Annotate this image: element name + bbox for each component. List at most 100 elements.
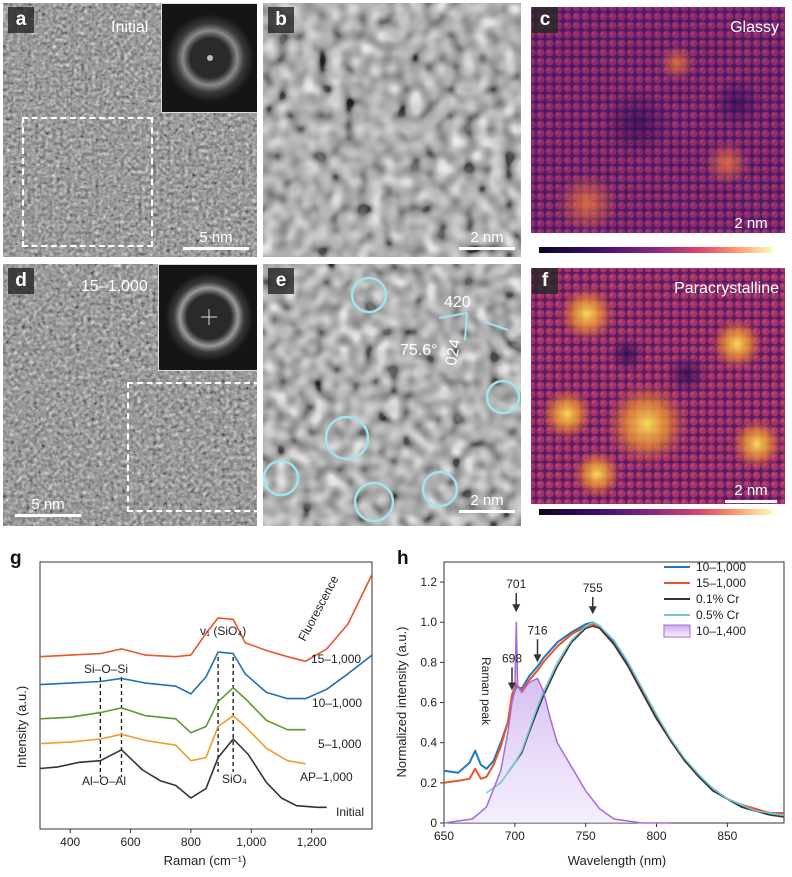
x-tick-label: 1,200 — [297, 835, 327, 849]
x-tick-label: 800 — [646, 829, 666, 843]
y-tick-label: 0.2 — [420, 776, 437, 790]
panel-label-g: g — [10, 548, 22, 569]
ordered-cluster-circle — [421, 470, 459, 508]
scale-bar: 2 nm — [725, 482, 777, 503]
scale-bar-line — [459, 510, 515, 513]
x-tick-label: 800 — [181, 835, 201, 849]
scale-bar-label: 5 nm — [31, 496, 65, 513]
y-tick-label: 1.0 — [420, 615, 437, 629]
scale-bar-line — [459, 247, 515, 250]
plot-frame — [39, 561, 373, 830]
panel-label: c — [532, 7, 558, 33]
raman-peak-label: Raman peak — [479, 657, 493, 726]
scale-bar-line — [725, 500, 777, 503]
panel-c-md-glassy: c Glassy 2 nm — [527, 3, 789, 257]
scale-bar-line — [15, 514, 81, 517]
annotation-al-o-al: Al–O–Al — [82, 774, 126, 788]
series-area-10-1400 — [444, 622, 671, 823]
legend-label: 0.5% Cr — [696, 608, 739, 622]
tem-texture — [263, 264, 521, 526]
annotation-nu1-sio4: ν₁ (SiO₄) — [200, 624, 246, 638]
series-line — [39, 738, 327, 809]
x-tick-label: 850 — [717, 829, 737, 843]
x-tick-label: 600 — [121, 835, 141, 849]
scale-bar: 2 nm — [459, 229, 515, 250]
fft-inset — [161, 3, 257, 113]
x-tick-label: 750 — [576, 829, 596, 843]
panel-f-md-paracrystalline: f Paracrystalline 2 nm — [527, 264, 789, 526]
series-label-15-1000: 15–1,000 — [311, 652, 361, 666]
series-label-10-1000: 10–1,000 — [312, 696, 362, 710]
panel-tag: Initial — [111, 19, 149, 36]
tem-texture — [263, 3, 521, 257]
peak-label: 755 — [583, 581, 603, 595]
series-line — [39, 686, 306, 734]
scale-bar-label: 5 nm — [199, 229, 233, 246]
x-tick-label: 700 — [505, 829, 525, 843]
panel-tag: Paracrystalline — [674, 280, 779, 297]
series-line — [443, 621, 671, 824]
legend-label: 10–1,400 — [696, 624, 746, 638]
y-tick-label: 0 — [430, 816, 437, 830]
arrowhead-icon — [512, 604, 521, 613]
scale-bar: 2 nm — [459, 492, 515, 513]
series-line — [39, 574, 373, 663]
fft-ring-icon — [159, 265, 257, 370]
panel-a-tem-initial: a Initial 5 nm — [3, 3, 257, 257]
ordered-cluster-circle — [353, 481, 395, 523]
region-box — [127, 382, 257, 512]
ordered-cluster-circle — [324, 415, 370, 461]
panel-label: f — [532, 268, 558, 294]
miller-index-420: 420 — [444, 294, 471, 311]
raman-chart: 400 600 800 1,000 1,200 Intensity (a.u.) Ram… — [14, 561, 373, 868]
scale-bar: 2 nm — [725, 215, 777, 236]
series-line — [39, 714, 306, 765]
colorbar — [539, 247, 773, 253]
atom-map — [531, 7, 785, 253]
legend-label: 15–1,000 — [696, 576, 746, 590]
peak-label: 701 — [506, 577, 526, 591]
annotation-sio4: SiO₄ — [222, 772, 247, 786]
peak-label: 698 — [502, 651, 522, 665]
scale-bar-line — [183, 247, 249, 250]
y-axis-label: Intensity (a.u.) — [14, 686, 29, 768]
panel-label: d — [8, 268, 34, 294]
panel-label: b — [268, 7, 294, 33]
scale-bar: 5 nm — [15, 496, 81, 517]
panel-label: e — [268, 268, 294, 294]
x-tick-label: 650 — [434, 829, 454, 843]
y-tick-label: 0.4 — [420, 736, 437, 750]
legend-label: 0.1% Cr — [696, 592, 739, 606]
scale-bar-line — [725, 233, 777, 236]
arrowhead-icon — [508, 682, 516, 691]
y-tick-label: 0.8 — [420, 655, 437, 669]
annotation-si-o-si: Si–O–Si — [84, 662, 128, 676]
series-line — [486, 621, 785, 816]
x-axis-label: Raman (cm⁻¹) — [164, 853, 247, 868]
panel-tag: Glassy — [730, 19, 779, 36]
x-tick-label: 1,000 — [236, 835, 266, 849]
scale-bar-label: 2 nm — [734, 482, 768, 499]
panel-tag: 15–1,000 — [81, 278, 148, 295]
series-label-5-1000: 5–1,000 — [318, 737, 362, 751]
angle-label: 75.6° — [400, 342, 438, 359]
scale-bar-label: 2 nm — [734, 215, 768, 232]
legend-swatch — [663, 624, 691, 638]
scale-bar-label: 2 nm — [470, 229, 504, 246]
pl-chart: 650 700 750 800 850 0 0.2 0.4 0.6 0.8 1.0 1.2 701 755… — [394, 560, 785, 868]
series-line — [39, 651, 373, 700]
y-axis-label: Normalized intensity (a.u.) — [394, 627, 409, 778]
peak-label: 716 — [527, 623, 547, 637]
arrowhead-icon — [588, 606, 597, 615]
atom-map — [531, 268, 785, 515]
y-tick-label: 1.2 — [420, 575, 437, 589]
ordered-cluster-circle — [485, 379, 521, 415]
region-box — [22, 117, 153, 247]
panel-e-hrtem: e 420 75.6° 024 2 nm — [263, 264, 521, 526]
series-label-ap-1000: AP–1,000 — [300, 770, 353, 784]
annotation-fluorescence: Fluorescence — [295, 573, 341, 643]
y-tick-label: 0.6 — [420, 696, 437, 710]
panel-d-tem-15-1000: d 15–1,000 5 nm — [3, 264, 257, 526]
scale-bar-label: 2 nm — [470, 492, 504, 509]
panel-b-hrtem: b 2 nm — [263, 3, 521, 257]
